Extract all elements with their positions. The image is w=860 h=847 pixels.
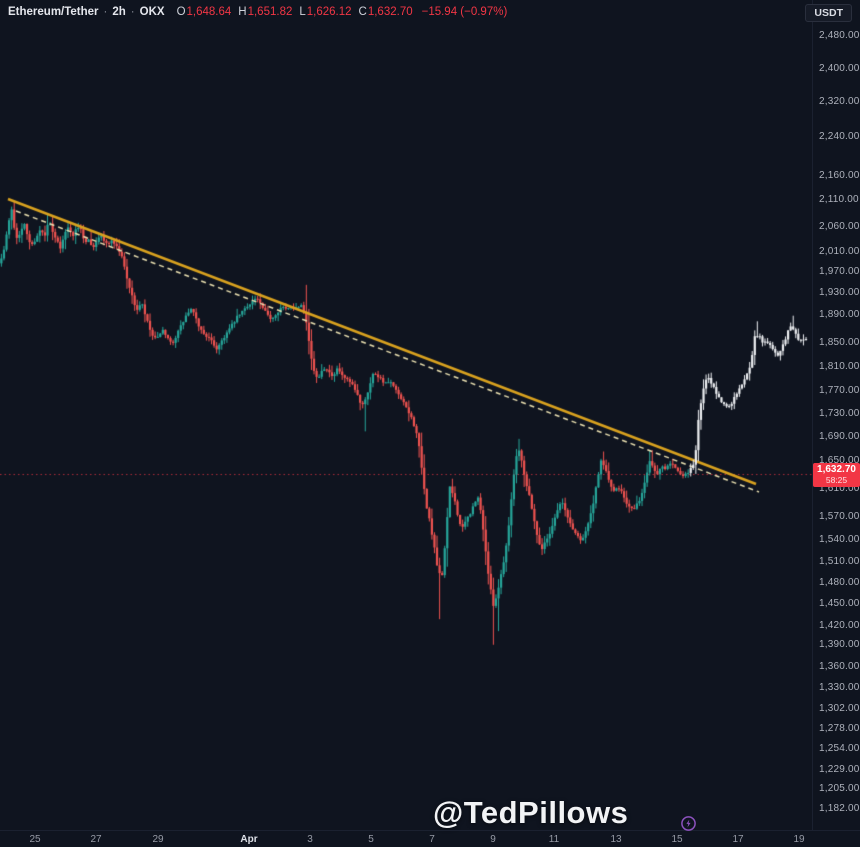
- price-tick-label: 2,110.00: [819, 194, 859, 205]
- price-tick-label: 1,302.00: [819, 703, 860, 714]
- chart-legend: Ethereum/Tether · 2h · OKX O 1,648.64 H 1,…: [8, 6, 507, 18]
- price-tick-label: 1,690.00: [819, 431, 860, 442]
- price-tick-label: 1,390.00: [819, 639, 860, 650]
- price-tick-label: 2,060.00: [819, 221, 860, 232]
- ohlc-values: O 1,648.64 H 1,651.82 L 1,626.12 C 1,632.70 …: [177, 6, 508, 18]
- price-tick-label: 1,450.00: [819, 598, 860, 609]
- time-tick-label: 17: [732, 834, 744, 845]
- price-tick-label: 1,205.00: [819, 783, 860, 794]
- time-tick-label: Apr: [240, 834, 258, 845]
- price-tick-label: 1,890.00: [819, 309, 860, 320]
- price-tick-label: 1,570.00: [819, 511, 860, 522]
- price-tick-label: 2,010.00: [819, 246, 860, 257]
- open-value: 1,648.64: [186, 6, 232, 18]
- high-value: 1,651.82: [247, 6, 293, 18]
- close-key: C: [358, 6, 367, 18]
- price-tick-label: 1,278.00: [819, 723, 860, 734]
- time-tick-label: 29: [152, 834, 164, 845]
- price-tick-label: 1,610.00: [819, 483, 860, 494]
- open-key: O: [176, 6, 186, 18]
- time-tick-label: 13: [610, 834, 622, 845]
- boost-lightning-icon[interactable]: [680, 815, 697, 832]
- price-tick-label: 1,650.00: [819, 455, 860, 466]
- price-tick-label: 1,254.00: [819, 743, 860, 754]
- time-axis[interactable]: 25 27 29 Apr 3 5 7 9 11 13 15 17 19: [0, 830, 860, 847]
- price-tick-label: 1,360.00: [819, 661, 860, 672]
- time-tick-label: 27: [90, 834, 102, 845]
- price-tick-label: 1,229.00: [819, 764, 860, 775]
- low-key: L: [299, 6, 306, 18]
- interval-label[interactable]: 2h: [112, 6, 126, 18]
- price-tick-label: 2,240.00: [819, 131, 860, 142]
- high-key: H: [238, 6, 247, 18]
- time-tick-label: 19: [793, 834, 805, 845]
- legend-separator: ·: [103, 6, 108, 18]
- time-tick-label: 3: [307, 834, 313, 845]
- price-tick-label: 1,770.00: [819, 385, 860, 396]
- price-tick-label: 1,480.00: [819, 577, 860, 588]
- price-tick-label: 1,510.00: [819, 556, 860, 567]
- symbol-title[interactable]: Ethereum/Tether: [8, 6, 99, 18]
- time-tick-label: 15: [671, 834, 683, 845]
- price-tick-label: 2,320.00: [819, 96, 860, 107]
- time-tick-label: 25: [29, 834, 41, 845]
- price-tick-label: 1,182.00: [819, 803, 860, 814]
- time-tick-label: 5: [368, 834, 374, 845]
- time-tick-label: 11: [548, 834, 560, 845]
- time-tick-label: 7: [429, 834, 435, 845]
- price-tick-label: 2,160.00: [819, 170, 860, 181]
- price-tick-label: 1,930.00: [819, 287, 860, 298]
- price-axis[interactable]: 2,480.00 2,400.00 2,320.00 2,240.00 2,160.00…: [812, 0, 860, 830]
- exchange-label[interactable]: OKX: [139, 6, 165, 18]
- current-price-label: 1,632.70 58:25: [813, 463, 860, 487]
- price-tick-label: 1,330.00: [819, 682, 860, 693]
- legend-separator: ·: [130, 6, 135, 18]
- price-tick-label: 1,850.00: [819, 337, 860, 348]
- price-tick-label: 2,400.00: [819, 63, 860, 74]
- time-tick-label: 9: [490, 834, 496, 845]
- watermark: @TedPillows: [433, 795, 629, 830]
- low-value: 1,626.12: [306, 6, 352, 18]
- bar-countdown: 58:25: [825, 474, 848, 485]
- close-value: 1,632.70: [367, 6, 413, 18]
- price-tick-label: 1,540.00: [819, 534, 860, 545]
- price-tick-label: 1,420.00: [819, 620, 860, 631]
- current-price-value: 1,632.70: [817, 464, 856, 476]
- price-tick-label: 2,480.00: [819, 30, 860, 41]
- price-tick-label: 1,970.00: [819, 266, 860, 277]
- price-tick-label: 1,730.00: [819, 408, 860, 419]
- change-value: −15.94 (−0.97%): [421, 6, 508, 18]
- currency-usdt-button[interactable]: USDT: [805, 4, 852, 22]
- price-tick-label: 1,810.00: [819, 361, 860, 372]
